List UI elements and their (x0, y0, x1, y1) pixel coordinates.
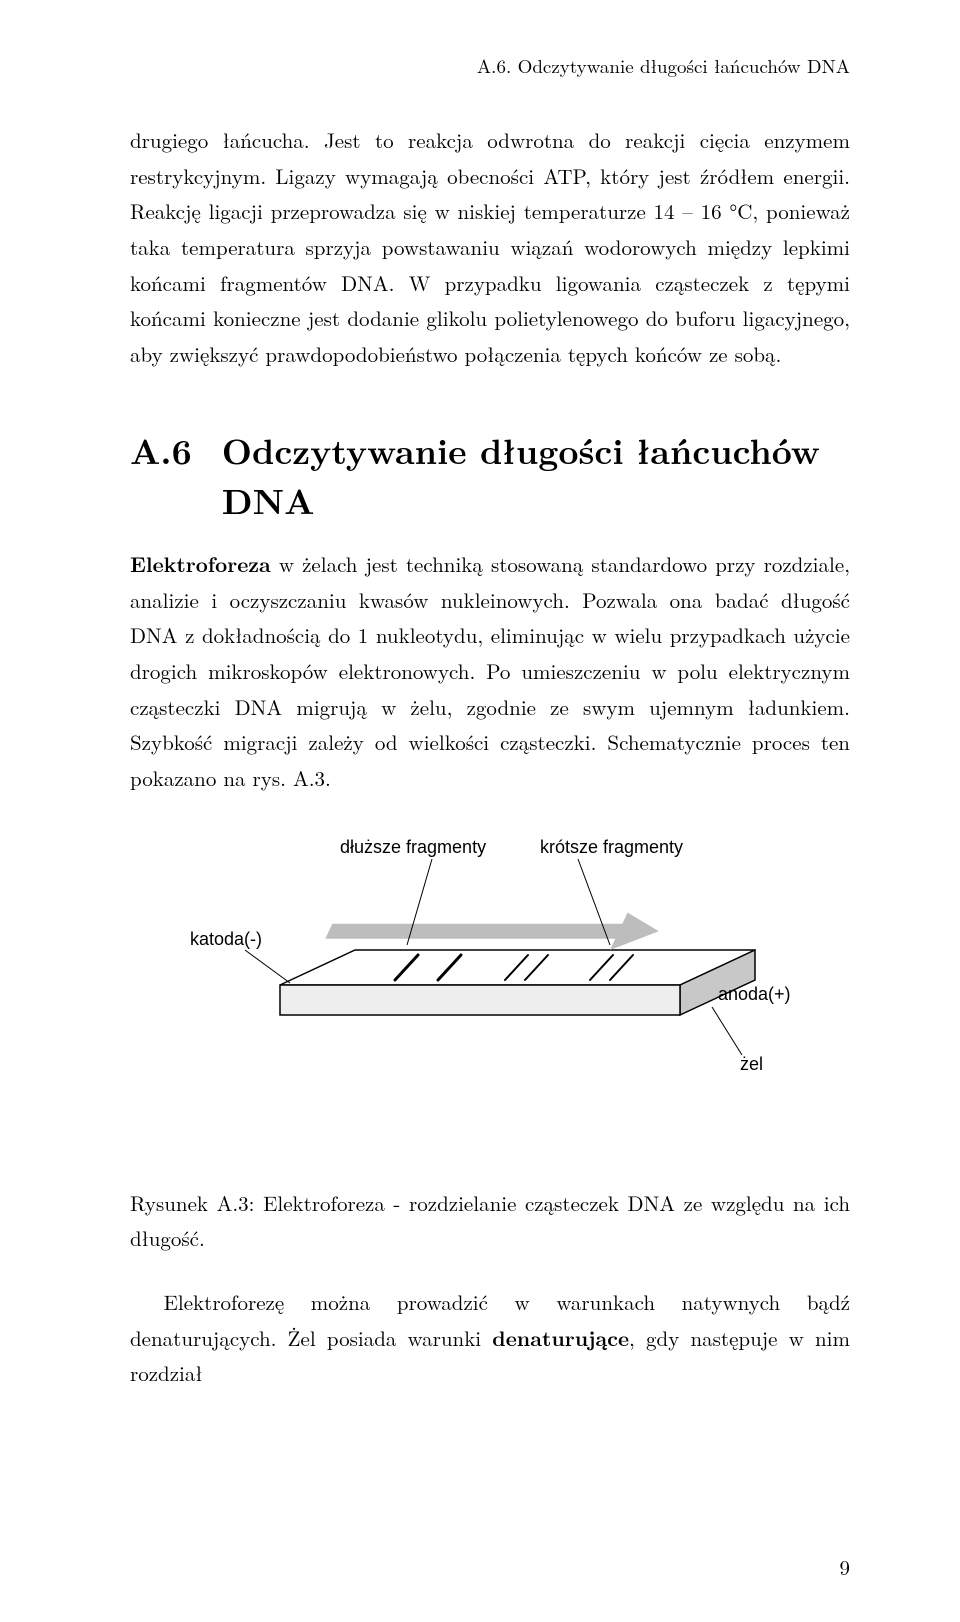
term-denaturing: denaturujące (492, 1323, 629, 1353)
paragraph-2: Elektroforeza w żelach jest techniką sto… (130, 547, 850, 797)
label-shorter-fragments: krótsze fragmenty (540, 837, 683, 857)
running-head: A.6. Odczytywanie długości łańcuchów DNA (130, 52, 850, 79)
figure-a3: dłuższe fragmenty krótsze fragmenty katoda… (130, 815, 850, 1160)
section-number: A.6 (130, 425, 192, 475)
label-anode: anoda(+) (718, 984, 791, 1004)
label-cathode: katoda(-) (190, 929, 262, 949)
term-electrophoresis: Elektroforeza (130, 549, 271, 579)
page-number: 9 (840, 1552, 851, 1582)
electrophoresis-diagram: dłuższe fragmenty krótsze fragmenty katoda… (170, 815, 810, 1155)
paragraph-3: Elektroforezę można prowadzić w warunkac… (130, 1285, 850, 1392)
figure-caption: Rysunek A.3: Elektroforeza - rozdzielani… (130, 1186, 850, 1257)
section-title: Odczytywanie długości łańcuchów DNA (222, 425, 850, 525)
section-heading: A.6 Odczytywanie długości łańcuchów DNA (130, 425, 850, 525)
label-longer-fragments: dłuższe fragmenty (340, 837, 486, 857)
label-gel: żel (740, 1054, 763, 1074)
paragraph-1: drugiego łańcucha. Jest to reakcja odwro… (130, 123, 850, 373)
paragraph-2-rest: w żelach jest techniką stosowaną standar… (130, 549, 850, 793)
caption-prefix: Rysunek A.3: (130, 1188, 263, 1218)
